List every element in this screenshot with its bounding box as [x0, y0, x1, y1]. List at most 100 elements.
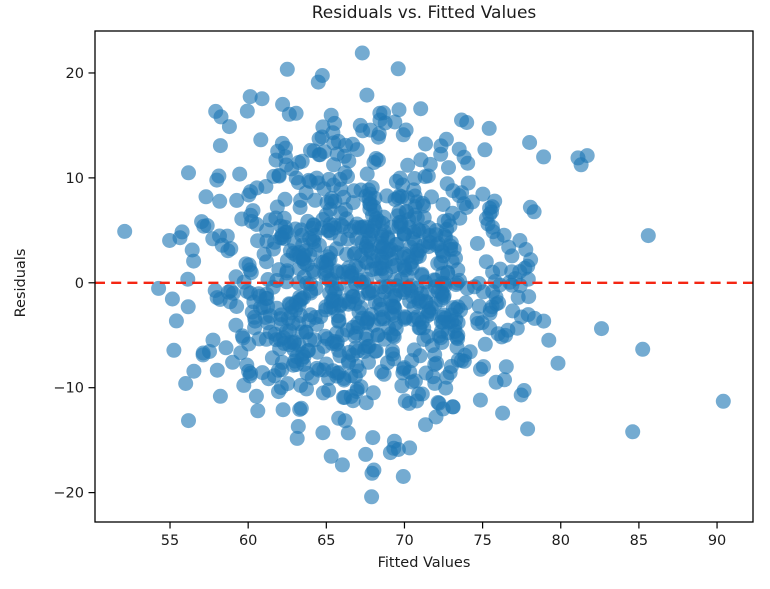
data-point — [199, 218, 215, 234]
data-point — [212, 228, 227, 244]
data-point — [151, 280, 167, 296]
data-point — [361, 338, 377, 354]
data-point — [254, 91, 270, 107]
data-point — [373, 301, 389, 317]
data-point — [395, 127, 411, 143]
data-point — [406, 182, 422, 198]
data-point — [458, 295, 474, 311]
data-point — [242, 89, 258, 105]
data-point — [413, 101, 429, 117]
data-point — [245, 203, 261, 219]
data-point — [715, 393, 731, 409]
data-point — [275, 402, 291, 418]
data-point — [166, 342, 182, 358]
data-point — [439, 222, 455, 237]
data-point — [550, 355, 566, 371]
data-point — [273, 380, 289, 396]
data-point — [288, 302, 303, 318]
y-tick-label: 10 — [66, 171, 84, 187]
data-point — [454, 112, 469, 128]
data-point — [352, 117, 368, 133]
data-point — [329, 368, 345, 384]
data-point — [469, 236, 485, 251]
data-point — [428, 409, 444, 425]
data-point — [275, 96, 291, 112]
x-tick-label: 55 — [161, 533, 179, 549]
data-point — [480, 216, 496, 232]
data-point — [482, 200, 498, 216]
data-point — [243, 184, 258, 200]
data-point — [335, 327, 351, 343]
data-point — [396, 258, 412, 274]
data-point — [180, 299, 196, 315]
data-point — [509, 320, 525, 336]
data-point — [436, 307, 452, 323]
data-point — [382, 445, 398, 461]
data-point — [289, 430, 305, 446]
data-point — [495, 405, 511, 421]
data-point — [594, 321, 609, 337]
data-point — [212, 193, 228, 209]
y-tick-label: −20 — [53, 486, 84, 502]
data-point — [416, 320, 432, 336]
data-point — [279, 263, 295, 279]
x-tick-label: 65 — [317, 533, 335, 549]
data-point — [331, 410, 347, 426]
data-point — [456, 353, 472, 369]
data-point — [353, 182, 369, 198]
data-point — [292, 249, 308, 265]
data-point — [332, 298, 348, 314]
data-point — [454, 185, 470, 201]
data-point — [186, 363, 202, 379]
data-point — [274, 362, 290, 378]
data-point — [396, 285, 412, 300]
data-point — [205, 332, 221, 348]
x-tick-label: 75 — [473, 533, 491, 549]
data-point — [504, 248, 520, 264]
data-point — [309, 170, 325, 186]
axes-spines — [94, 30, 754, 523]
data-point — [198, 189, 214, 205]
data-point — [212, 388, 228, 404]
data-point — [315, 425, 331, 441]
data-point — [364, 489, 380, 505]
data-point — [260, 315, 276, 331]
data-point — [522, 199, 538, 215]
data-point — [385, 328, 401, 344]
data-point — [221, 119, 237, 135]
data-point — [449, 339, 465, 355]
data-point — [398, 310, 414, 326]
data-point — [334, 457, 350, 473]
data-point — [441, 160, 456, 176]
data-point — [520, 421, 536, 437]
data-point — [512, 233, 528, 248]
data-point — [625, 424, 641, 440]
x-tick-label: 60 — [239, 533, 257, 549]
data-point — [477, 336, 493, 352]
data-point — [412, 348, 428, 364]
data-point — [438, 380, 454, 396]
data-point — [279, 61, 295, 77]
data-point — [635, 341, 651, 357]
data-point — [361, 283, 377, 299]
data-point — [374, 227, 390, 243]
data-point — [425, 369, 441, 385]
data-point — [290, 419, 306, 434]
data-point — [497, 372, 512, 388]
data-point — [394, 189, 410, 205]
data-point — [293, 400, 309, 416]
data-point — [239, 103, 255, 119]
data-point — [402, 440, 418, 456]
data-point — [181, 165, 196, 181]
data-point — [416, 332, 432, 347]
data-point — [450, 327, 466, 343]
data-point — [402, 364, 418, 380]
data-point — [472, 392, 488, 408]
x-tick-label: 80 — [552, 533, 570, 549]
data-point — [469, 311, 485, 327]
y-axis-ticks: −20 −10 0 10 20 — [53, 66, 95, 502]
data-point — [278, 157, 294, 173]
data-point — [498, 327, 513, 343]
data-point — [358, 446, 374, 462]
